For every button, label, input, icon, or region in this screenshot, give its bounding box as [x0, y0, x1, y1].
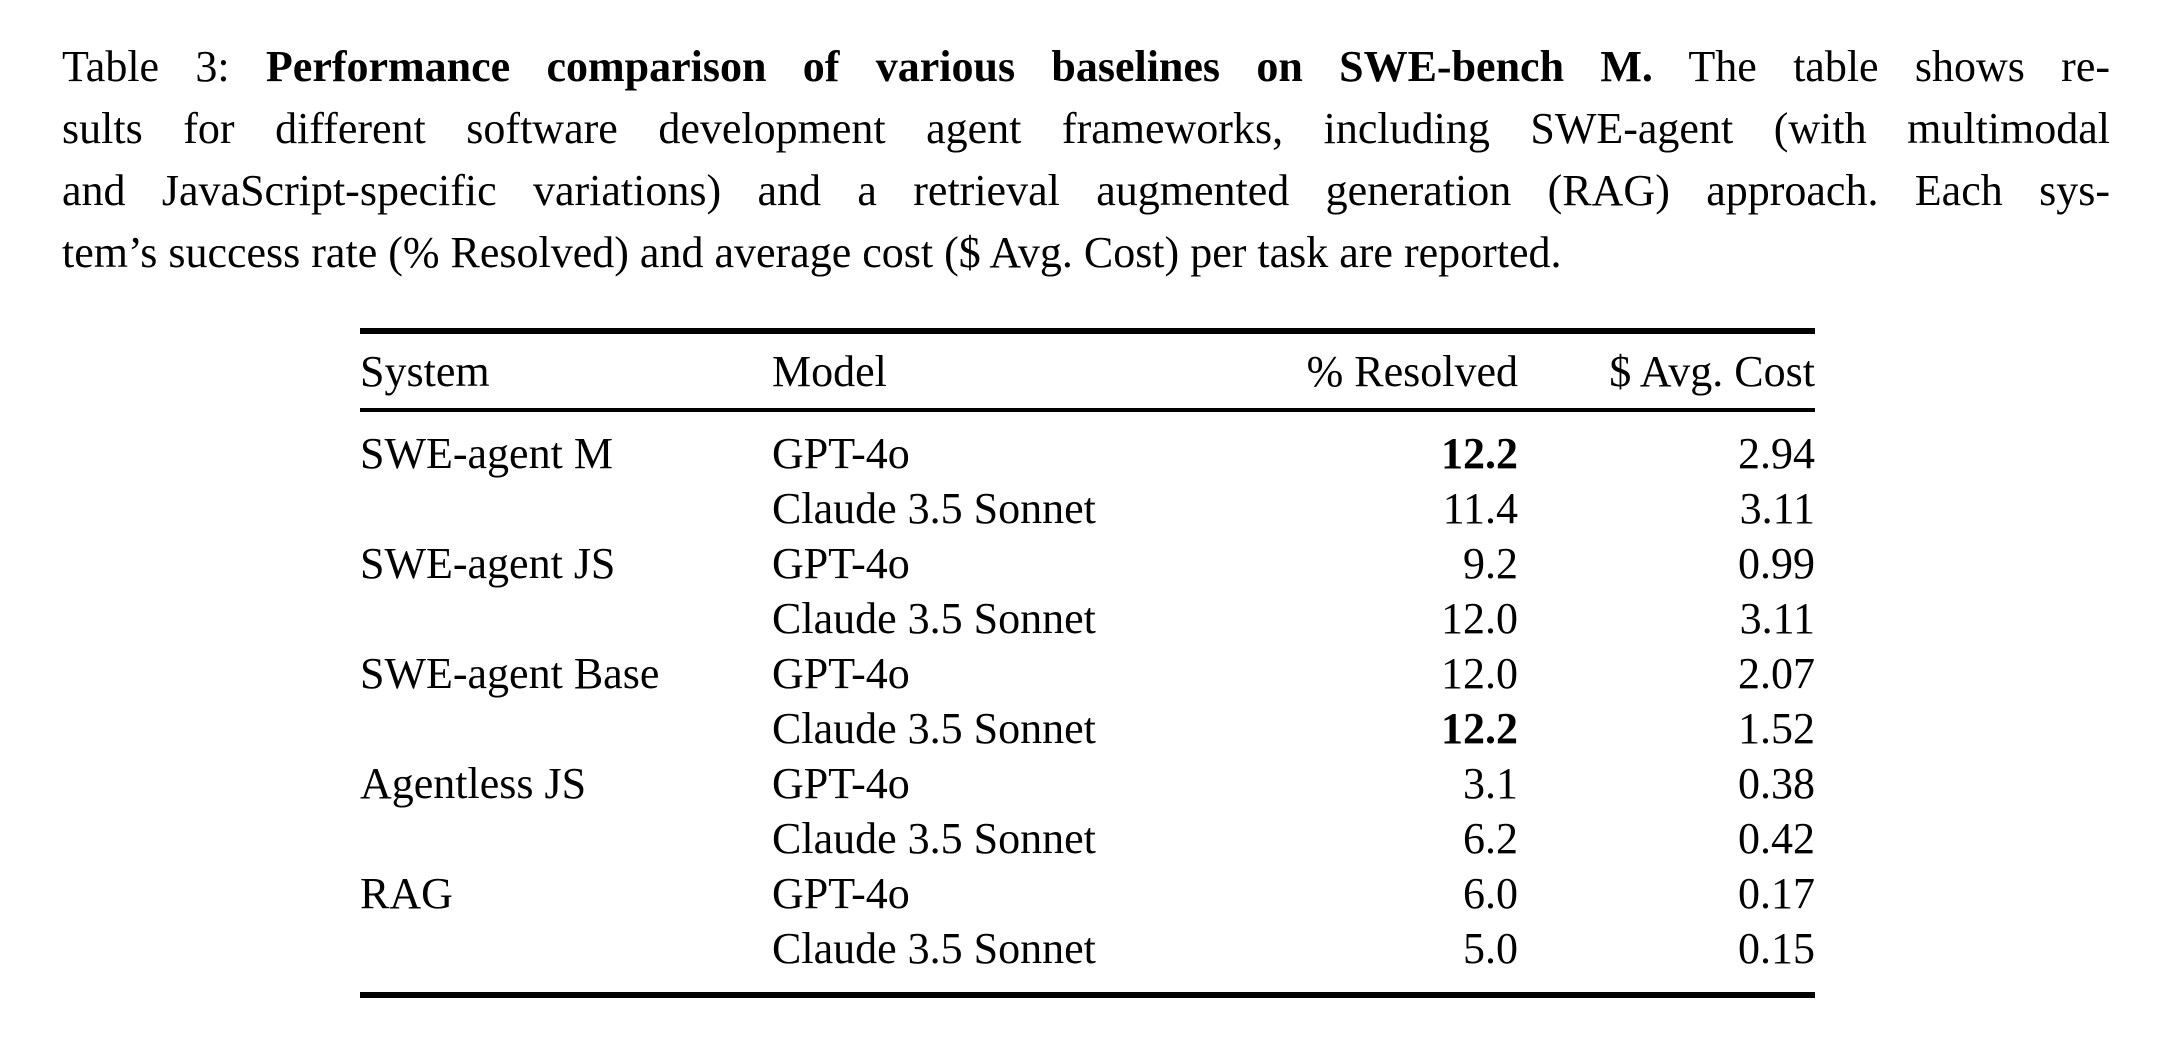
cell-cost: 0.38 — [1738, 759, 1815, 808]
cell-cost: 2.94 — [1738, 429, 1815, 478]
cell-model: GPT-4o — [772, 869, 910, 918]
caption-line-1: Table 3: Performance comparison of vario… — [62, 36, 2110, 98]
cell-cost: 0.99 — [1738, 539, 1815, 588]
table-row: SWE-agent M GPT-4o 12.2 2.94 — [360, 410, 1815, 481]
results-table: System Model % Resolved $ Avg. Cost SWE-… — [360, 328, 1815, 998]
cell-resolved: 12.0 — [1441, 594, 1518, 643]
cell-model: GPT-4o — [772, 539, 910, 588]
cell-system — [360, 481, 772, 536]
cell-resolved: 3.1 — [1463, 759, 1518, 808]
cell-resolved: 5.0 — [1463, 924, 1518, 973]
caption-line-1-rest: The table shows re- — [1652, 42, 2111, 91]
cell-resolved: 6.2 — [1463, 814, 1518, 863]
column-header-cost: $ Avg. Cost — [1609, 346, 1815, 396]
cell-system: SWE-agent Base — [360, 649, 660, 698]
table-body: SWE-agent M GPT-4o 12.2 2.94 Claude 3.5 … — [360, 410, 1815, 995]
cell-cost: 3.11 — [1739, 594, 1815, 643]
caption-table-label: Table 3: — [62, 42, 266, 91]
cell-cost: 3.11 — [1739, 484, 1815, 533]
cell-model: Claude 3.5 Sonnet — [772, 594, 1096, 643]
cell-model: Claude 3.5 Sonnet — [772, 704, 1096, 753]
table-row: Claude 3.5 Sonnet 12.0 3.11 — [360, 591, 1815, 646]
caption-bold-title: Performance comparison of various baseli… — [265, 42, 1653, 91]
cell-resolved: 6.0 — [1463, 869, 1518, 918]
column-header-model: Model — [772, 346, 887, 396]
cell-model: Claude 3.5 Sonnet — [772, 814, 1096, 863]
cell-model: Claude 3.5 Sonnet — [772, 484, 1096, 533]
table-row: SWE-agent Base GPT-4o 12.0 2.07 — [360, 646, 1815, 701]
cell-cost: 2.07 — [1738, 649, 1815, 698]
cell-model: Claude 3.5 Sonnet — [772, 924, 1096, 973]
cell-resolved: 12.2 — [1441, 429, 1518, 478]
cell-resolved: 9.2 — [1463, 539, 1518, 588]
cell-cost: 0.42 — [1738, 814, 1815, 863]
table-row: Claude 3.5 Sonnet 11.4 3.11 — [360, 481, 1815, 536]
cell-model: GPT-4o — [772, 429, 910, 478]
table-row: SWE-agent JS GPT-4o 9.2 0.99 — [360, 536, 1815, 591]
cell-cost: 0.15 — [1738, 924, 1815, 973]
cell-system — [360, 811, 772, 866]
table-row: Claude 3.5 Sonnet 5.0 0.15 — [360, 921, 1815, 995]
cell-system: SWE-agent JS — [360, 539, 616, 588]
column-header-system: System — [360, 346, 490, 396]
cell-system: SWE-agent M — [360, 429, 613, 478]
cell-system — [360, 921, 772, 995]
cell-resolved: 12.0 — [1441, 649, 1518, 698]
table-header-row: System Model % Resolved $ Avg. Cost — [360, 331, 1815, 410]
cell-cost: 0.17 — [1738, 869, 1815, 918]
cell-system: Agentless JS — [360, 759, 587, 808]
cell-resolved: 11.4 — [1442, 484, 1518, 533]
cell-resolved: 12.2 — [1441, 704, 1518, 753]
cell-model: GPT-4o — [772, 759, 910, 808]
cell-system — [360, 591, 772, 646]
cell-system: RAG — [360, 869, 453, 918]
caption-line-4: tem’s success rate (% Resolved) and aver… — [62, 228, 1562, 277]
table-caption: Table 3: Performance comparison of vario… — [62, 36, 2110, 284]
table-row: RAG GPT-4o 6.0 0.17 — [360, 866, 1815, 921]
caption-line-3: and JavaScript-specific variations) and … — [62, 166, 2110, 215]
table-row: Agentless JS GPT-4o 3.1 0.38 — [360, 756, 1815, 811]
caption-line-2: sults for different software development… — [62, 104, 2110, 153]
table-header: System Model % Resolved $ Avg. Cost — [360, 331, 1815, 410]
table-row: Claude 3.5 Sonnet 6.2 0.42 — [360, 811, 1815, 866]
cell-system — [360, 701, 772, 756]
cell-cost: 1.52 — [1738, 704, 1815, 753]
column-header-resolved: % Resolved — [1306, 346, 1518, 396]
cell-model: GPT-4o — [772, 649, 910, 698]
table-row: Claude 3.5 Sonnet 12.2 1.52 — [360, 701, 1815, 756]
